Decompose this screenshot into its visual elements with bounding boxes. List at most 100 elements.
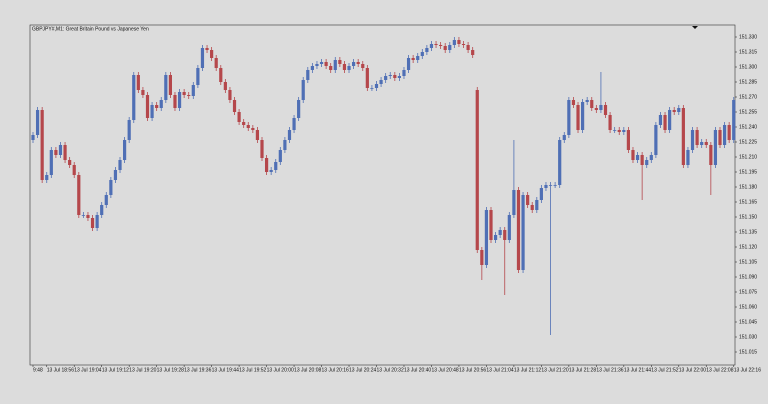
- candle-body: [594, 108, 598, 110]
- candle-body: [173, 95, 177, 108]
- candle-body: [255, 130, 260, 140]
- candle-body: [690, 130, 695, 150]
- x-tick-label: 13 Jul 20:32: [377, 367, 404, 373]
- x-tick-label: 13 Jul 21:20: [541, 367, 568, 373]
- candle-body: [196, 68, 200, 85]
- candle-body: [622, 130, 626, 132]
- candle-body: [585, 100, 589, 102]
- candle-body: [150, 105, 154, 118]
- x-tick-label: 13 Jul 19:12: [102, 367, 129, 373]
- candle-body: [370, 88, 374, 89]
- candle-body: [475, 90, 479, 250]
- y-tick-label: 151.285: [739, 79, 757, 85]
- candle-body: [264, 158, 269, 172]
- candle-body: [329, 66, 333, 70]
- candle-body: [535, 200, 539, 210]
- candle-body: [439, 45, 443, 46]
- candle-body: [530, 205, 534, 210]
- candle-body: [155, 105, 159, 108]
- candle-body: [640, 155, 644, 165]
- candle-body: [374, 84, 379, 88]
- candle-body: [278, 150, 282, 162]
- candle-body: [397, 76, 401, 78]
- candle-body: [68, 160, 72, 165]
- x-tick-label: 13 Jul 21:28: [569, 367, 596, 373]
- candle-body: [342, 64, 347, 70]
- candle-body: [141, 90, 145, 95]
- candle-body: [480, 250, 484, 265]
- candle-body: [338, 60, 342, 64]
- y-tick-label: 151.015: [739, 349, 757, 355]
- y-tick-label: 151.225: [739, 139, 757, 145]
- candle-body: [576, 105, 580, 130]
- candle-body: [544, 185, 548, 188]
- chart-title: GBPJPY#,M1: Great Britain Pound vs Japan…: [32, 26, 149, 32]
- candle-body: [365, 68, 369, 88]
- candle-body: [177, 92, 182, 108]
- candle-body: [695, 130, 699, 145]
- candle-body: [228, 90, 232, 100]
- x-tick-label: 13 Jul 19:52: [239, 367, 266, 373]
- candle-body: [429, 44, 434, 48]
- y-tick-label: 151.105: [739, 259, 757, 265]
- candle-body: [635, 155, 640, 160]
- candle-body: [681, 108, 685, 165]
- candle-body: [237, 112, 241, 122]
- candle-body: [571, 100, 576, 105]
- candle-body: [645, 160, 649, 165]
- candle-body: [319, 62, 324, 64]
- candle-body: [356, 62, 360, 64]
- candle-body: [416, 56, 420, 60]
- candle-body: [310, 66, 314, 70]
- x-tick-label: 13 Jul 21:52: [651, 367, 678, 373]
- candle-body: [118, 160, 122, 170]
- candle-body: [306, 70, 310, 80]
- candle-body: [136, 75, 140, 90]
- candle-body: [718, 130, 722, 145]
- candle-body: [246, 125, 250, 128]
- candle-body: [411, 58, 415, 60]
- candle-body: [31, 135, 35, 140]
- x-tick-label: 13 Jul 19:04: [74, 367, 101, 373]
- x-tick-label: 13 Jul 20:16: [322, 367, 349, 373]
- candle-body: [324, 62, 328, 66]
- candle-body: [727, 125, 731, 140]
- candle-body: [223, 82, 227, 90]
- candle-body: [406, 58, 411, 70]
- candle-body: [269, 170, 273, 172]
- candle-body: [448, 45, 452, 50]
- candle-body: [677, 108, 681, 112]
- candle-body: [567, 100, 571, 135]
- candle-body: [503, 230, 507, 240]
- candle-body: [709, 145, 713, 165]
- candle-body: [260, 140, 264, 158]
- candle-body: [347, 66, 351, 70]
- candle-body: [507, 215, 511, 240]
- candle-body: [672, 110, 676, 112]
- x-tick-label: 13 Jul 20:56: [459, 367, 486, 373]
- candle-body: [90, 218, 95, 228]
- candle-body: [104, 195, 108, 205]
- candle-body: [287, 130, 292, 140]
- candle-body: [35, 110, 40, 135]
- candle-body: [77, 175, 81, 215]
- candle-body: [548, 185, 553, 186]
- y-tick-label: 151.240: [739, 124, 757, 130]
- x-tick-label: 13 Jul 20:00: [267, 367, 294, 373]
- candle-body: [686, 150, 690, 165]
- x-tick-label: 13 Jul 20:40: [404, 367, 431, 373]
- candle-body: [722, 125, 727, 145]
- candle-body: [384, 76, 388, 80]
- candle-body: [81, 215, 85, 216]
- candle-body: [631, 150, 635, 160]
- y-tick-label: 151.165: [739, 199, 757, 205]
- candle-body: [562, 135, 566, 140]
- y-tick-label: 151.210: [739, 154, 757, 160]
- y-tick-label: 151.135: [739, 229, 757, 235]
- y-tick-label: 151.270: [739, 94, 757, 100]
- candle-body: [613, 130, 617, 131]
- candle-body: [539, 188, 543, 200]
- candle-body: [200, 48, 205, 68]
